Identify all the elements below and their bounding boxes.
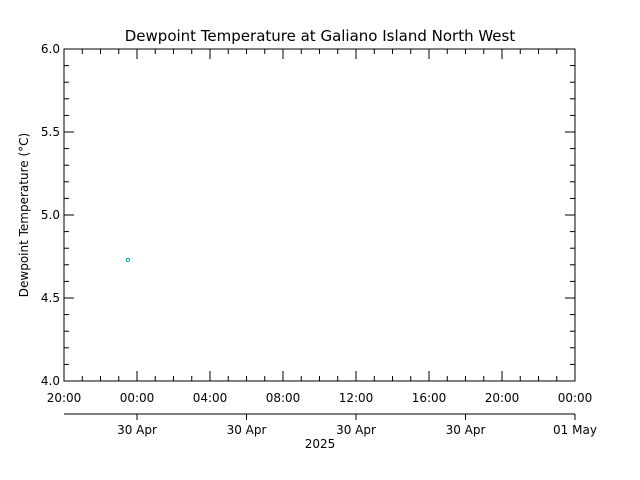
y-tick-label: 4.5 xyxy=(41,291,60,305)
data-points xyxy=(125,257,130,262)
year-label: 2025 xyxy=(305,437,336,451)
y-tick-label: 5.5 xyxy=(41,125,60,139)
y-tick-label: 4.0 xyxy=(41,374,60,388)
date-tick-label: 30 Apr xyxy=(336,423,376,437)
x-tick-label: 20:00 xyxy=(47,391,82,405)
x-tick-label: 00:00 xyxy=(558,391,593,405)
x-tick-label: 20:00 xyxy=(485,391,520,405)
y-tick-label: 6.0 xyxy=(41,42,60,56)
x-tick-label: 08:00 xyxy=(266,391,301,405)
plot-frame xyxy=(63,48,576,382)
x-tick-label: 04:00 xyxy=(193,391,228,405)
date-tick-label: 01 May xyxy=(553,423,597,437)
x-axis-time: 20:00 00:00 04:00 08:00 12:00 16:00 20:00 00:00 xyxy=(47,49,593,405)
date-tick-label: 30 Apr xyxy=(227,423,267,437)
y-axis: 4.0 4.5 5.0 5.5 6.0 xyxy=(41,42,575,388)
date-tick-label: 30 Apr xyxy=(117,423,157,437)
x-tick-label: 00:00 xyxy=(120,391,155,405)
x-axis-date: 30 Apr 30 Apr 30 Apr 30 Apr 01 May xyxy=(64,413,597,437)
data-point xyxy=(125,257,130,262)
x-tick-label: 16:00 xyxy=(412,391,447,405)
chart-title: Dewpoint Temperature at Galiano Island N… xyxy=(125,27,516,45)
y-tick-label: 5.0 xyxy=(41,208,60,222)
y-axis-title: Dewpoint Temperature (°C) xyxy=(17,133,31,297)
x-tick-label: 12:00 xyxy=(339,391,374,405)
date-tick-label: 30 Apr xyxy=(446,423,486,437)
minor-ticks xyxy=(64,49,575,381)
